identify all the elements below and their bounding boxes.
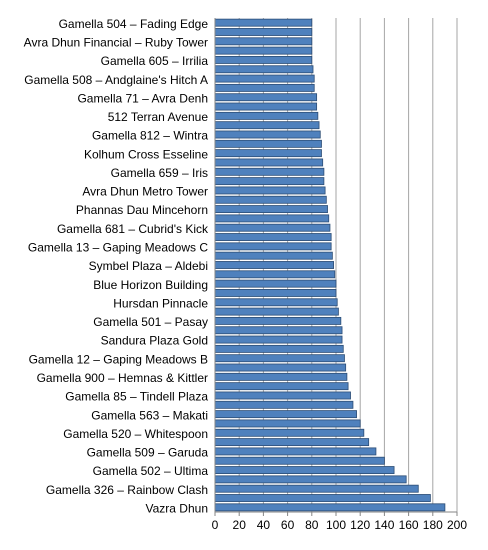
- x-tick-label: 180: [423, 518, 443, 532]
- y-tick-label: 512 Terran Avenue: [108, 110, 209, 124]
- bar: [214, 56, 313, 64]
- bar: [214, 363, 347, 372]
- y-tick-label: Hursdan Pinnacle: [113, 296, 208, 310]
- bar: [214, 279, 337, 288]
- bar: [214, 372, 348, 381]
- x-tick-label: 80: [305, 518, 319, 532]
- bar: [214, 83, 315, 92]
- y-tick-label: Gamella 681 – Cubrid's Kick: [57, 222, 209, 236]
- y-tick-label: Gamella 71 – Avra Denh: [77, 91, 208, 105]
- bar: [214, 484, 419, 493]
- bar: [214, 289, 337, 297]
- x-tick-label: 160: [399, 518, 419, 532]
- bar: [214, 456, 385, 465]
- y-tick-label: Gamella 501 – Pasay: [93, 315, 208, 329]
- bar: [214, 28, 313, 36]
- bar: [214, 186, 326, 195]
- bar: [214, 139, 322, 148]
- bar: [214, 223, 331, 232]
- y-tick-label: Phannas Dau Mincehorn: [76, 203, 208, 217]
- bar: [214, 438, 370, 447]
- bar: [214, 298, 338, 307]
- bar: [214, 326, 343, 335]
- x-tick-label: 120: [350, 518, 370, 532]
- bar: [214, 130, 321, 139]
- y-tick-label: Gamella 900 – Hemnas & Kittler: [37, 371, 208, 385]
- x-tick-label: 200: [447, 518, 467, 532]
- bar: [214, 410, 357, 419]
- y-tick-label: Gamella 326 – Rainbow Clash: [46, 483, 208, 497]
- bar: [214, 270, 336, 279]
- bar: [214, 391, 351, 400]
- bar: [214, 400, 354, 409]
- x-tick-label: 20: [233, 518, 247, 532]
- bar: [214, 167, 325, 176]
- y-tick-label: Kolhum Cross Esseline: [84, 147, 208, 161]
- bar: [214, 149, 322, 158]
- bar: [214, 344, 344, 353]
- y-tick-label: Avra Dhun Financial – Ruby Tower: [24, 35, 208, 49]
- bar: [214, 335, 343, 344]
- bar: [214, 214, 330, 223]
- bar: [214, 466, 395, 474]
- y-tick-label: Gamella 13 – Gaping Meadows C: [28, 241, 208, 255]
- y-tick-label: Symbel Plaza – Aldebi: [89, 259, 208, 273]
- y-tick-label: Vazra Dhun: [146, 502, 208, 516]
- x-tick-label: 60: [281, 518, 295, 532]
- bar: [214, 177, 325, 186]
- x-tick-label: 0: [212, 518, 219, 532]
- bar: [214, 195, 327, 204]
- bar: [214, 46, 313, 55]
- y-tick-label: Gamella 605 – Irrilia: [101, 54, 209, 68]
- x-tick-label: 40: [257, 518, 271, 532]
- bar: [214, 316, 342, 325]
- bar: [214, 111, 319, 120]
- y-tick-label: Gamella 502 – Ultima: [93, 464, 209, 478]
- y-tick-label: Gamella 85 – Tindell Plaza: [65, 390, 208, 404]
- y-tick-label: Gamella 563 – Makati: [91, 408, 208, 422]
- y-tick-label: Gamella 520 – Whitespoon: [63, 427, 208, 441]
- bar: [214, 121, 320, 130]
- bar: [214, 428, 365, 437]
- bar: [214, 382, 349, 391]
- bar: [214, 37, 313, 46]
- bar: [214, 242, 332, 251]
- bar: [214, 205, 328, 214]
- y-tick-label: Gamella 508 – Andglaine's Hitch A: [24, 73, 208, 87]
- y-tick-label: Blue Horizon Building: [93, 278, 208, 292]
- y-tick-label: Gamella 504 – Fading Edge: [59, 17, 209, 31]
- bar: [214, 475, 407, 484]
- bar: [214, 503, 446, 512]
- x-tick-label: 100: [326, 518, 346, 532]
- bar: [214, 65, 314, 74]
- bar: [214, 494, 431, 502]
- bar: [214, 93, 318, 102]
- bar: [214, 307, 339, 316]
- y-tick-label: Gamella 12 – Gaping Meadows B: [29, 352, 208, 366]
- x-tick-label: 140: [374, 518, 394, 532]
- bar: [214, 419, 361, 428]
- bar: [214, 233, 332, 241]
- bar: [214, 354, 345, 363]
- y-tick-label: Gamella 659 – Iris: [111, 166, 208, 180]
- bar: [214, 261, 334, 269]
- y-tick-label: Gamella 509 – Garuda: [87, 446, 209, 460]
- bar: [214, 102, 318, 111]
- bar: [214, 74, 315, 83]
- y-tick-label: Gamella 812 – Wintra: [92, 129, 208, 143]
- bar: [214, 158, 324, 167]
- bar: [214, 447, 377, 456]
- y-tick-label: Sandura Plaza Gold: [101, 334, 208, 348]
- y-tick-label: Avra Dhun Metro Tower: [82, 185, 208, 199]
- bar: [214, 251, 333, 260]
- bar: [214, 18, 313, 27]
